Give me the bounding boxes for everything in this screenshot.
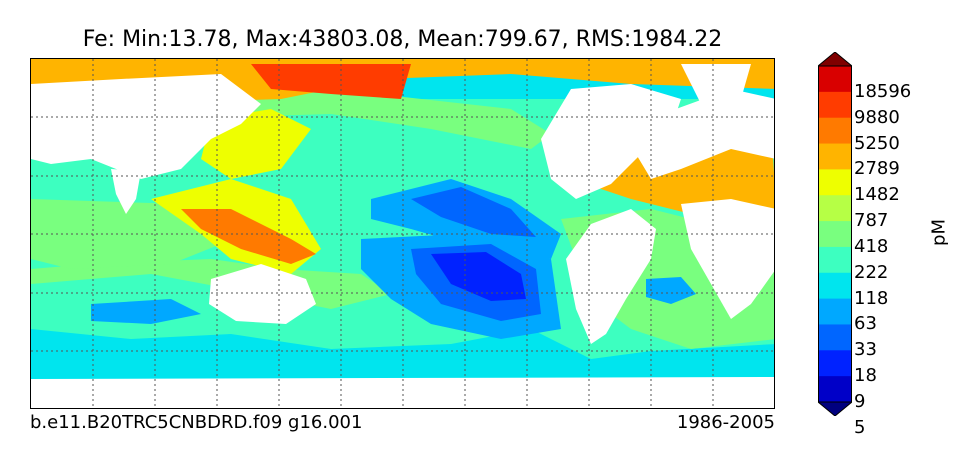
colorbar-tick-label: 18596	[854, 80, 912, 102]
south-atlantic-gyre	[646, 277, 696, 304]
colorbar-tick-label: 222	[854, 261, 889, 283]
land-greenland	[681, 64, 751, 104]
map-title: Fe: Min:13.78, Max:43803.08, Mean:799.67…	[82, 27, 723, 52]
colorbar-bin	[818, 350, 852, 377]
colorbar-tick-label: 9880	[854, 106, 900, 128]
colorbar-bin	[818, 376, 852, 403]
colorbar-bin	[818, 246, 852, 274]
colorbar-bin	[818, 143, 852, 170]
colorbar-extend-max	[818, 52, 852, 67]
land-africa	[681, 199, 774, 319]
colorbar-tick-label: 118	[854, 287, 889, 309]
colorbar	[818, 52, 852, 416]
colorbar-tick-label: 418	[854, 235, 889, 257]
indian-ocean-gyre	[91, 299, 201, 324]
graticule	[31, 59, 774, 408]
colorbar-bin	[818, 272, 852, 300]
colorbar-unit-label: pM	[928, 219, 950, 246]
colorbar-tick-label: 63	[854, 313, 877, 335]
arctic-red-band	[251, 64, 411, 99]
ocean-field-map	[31, 59, 774, 408]
colorbar-tick-label: 1482	[854, 184, 900, 206]
colorbar-bin	[818, 66, 852, 93]
colorbar-bin	[818, 195, 852, 222]
land-north-america-west	[541, 84, 681, 199]
colorbar-tick-label: 18	[854, 365, 877, 387]
land-australia	[209, 264, 316, 324]
period-label: 1986-2005	[676, 412, 775, 433]
south-pacific-gyre-core	[431, 252, 526, 301]
colorbar-tick-label: 5	[854, 416, 866, 438]
colorbar-tick-label: 787	[854, 210, 889, 232]
colorbar-tick-label: 5250	[854, 132, 900, 154]
colorbar-bin	[818, 117, 852, 145]
colorbar-bin	[818, 324, 852, 351]
colorbar-tick-label: 9	[854, 391, 866, 412]
colorbar-bin	[818, 298, 852, 325]
run-id-label: b.e11.B20TRC5CNBDRD.f09 g16.001	[30, 412, 363, 433]
map-plot-area	[30, 58, 775, 409]
colorbar-bin	[818, 91, 852, 119]
colorbar-extend-min	[818, 401, 852, 416]
colorbar-tick-label: 33	[854, 339, 877, 361]
colorbar-frame	[818, 65, 852, 403]
land-eurasia	[31, 74, 261, 179]
colorbar-bin	[818, 169, 852, 196]
colorbar-bin	[818, 221, 852, 248]
indo-pacific-red	[181, 209, 316, 264]
colorbar-tick-label: 2789	[854, 158, 900, 180]
land-india	[111, 169, 141, 214]
north-pacific-gyre-core	[411, 187, 536, 237]
land-north-america-east	[621, 89, 774, 179]
